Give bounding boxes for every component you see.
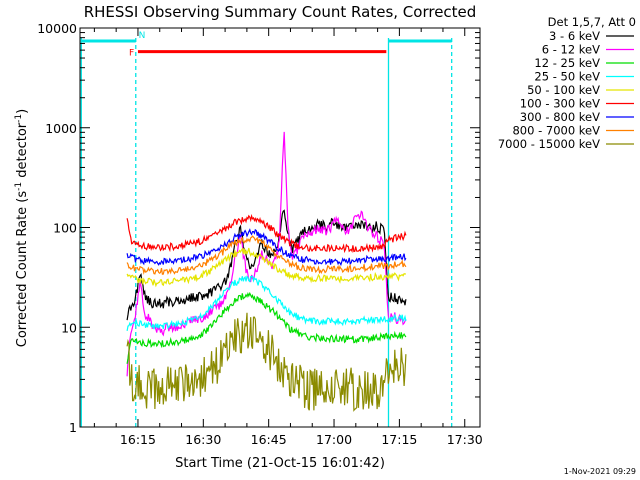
x-tick-label: 16:30 xyxy=(185,432,221,447)
series-line-4 xyxy=(126,275,407,332)
legend-title: Det 1,5,7, Att 0 xyxy=(548,15,636,29)
legend-label: 25 - 50 keV xyxy=(534,70,600,84)
legend-label: 100 - 300 keV xyxy=(520,97,600,111)
y-axis-label-main: Corrected Count Rate (s xyxy=(15,191,30,348)
legend-label: 300 - 800 keV xyxy=(520,110,600,124)
y-axis-label-mid: detector xyxy=(15,122,30,182)
x-tick-label: 17:15 xyxy=(381,432,417,447)
x-axis: 16:15 16:30 16:45 17:00 17:15 17:30 xyxy=(93,28,483,447)
flag-label-f: F xyxy=(129,49,134,59)
y-tick-label: 1 xyxy=(69,420,77,435)
legend-label: 7000 - 15000 keV xyxy=(498,137,600,151)
chart-title: RHESSI Observing Summary Count Rates, Co… xyxy=(84,3,477,21)
observing-flags: NF xyxy=(80,31,453,427)
series-line-2 xyxy=(126,131,407,377)
x-tick-label: 17:30 xyxy=(447,432,483,447)
legend-label: 800 - 7000 keV xyxy=(512,124,600,138)
x-tick-label: 16:45 xyxy=(251,432,287,447)
series-line-8 xyxy=(126,235,407,275)
legend-label: 50 - 100 keV xyxy=(527,83,600,97)
y-tick-label: 10000 xyxy=(37,21,77,36)
y-axis: 1 10 100 1000 10000 xyxy=(37,21,480,435)
y-axis-label-sup1: -1 xyxy=(14,182,24,191)
legend-label: 12 - 25 keV xyxy=(534,56,600,70)
y-tick-label: 1000 xyxy=(45,121,77,136)
y-axis-label: Corrected Count Rate (s-1 detector-1) xyxy=(14,109,30,347)
x-axis-label: Start Time (21-Oct-15 16:01:42) xyxy=(175,456,385,471)
series-line-7 xyxy=(126,228,407,267)
series-line-3 xyxy=(126,291,407,364)
y-tick-label: 100 xyxy=(53,221,77,236)
y-axis-label-sup2: -1 xyxy=(14,114,24,123)
series-line-5 xyxy=(126,247,406,288)
timestamp: 1-Nov-2021 09:29 xyxy=(564,467,636,476)
series-line-6 xyxy=(126,213,407,254)
series-group xyxy=(126,131,407,412)
x-tick-label: 16:15 xyxy=(120,432,156,447)
legend-label: 3 - 6 keV xyxy=(549,29,600,43)
y-axis-label-end: ) xyxy=(15,109,30,114)
series-line-9 xyxy=(126,312,407,412)
flag-label-n: N xyxy=(139,31,146,41)
x-tick-label: 17:00 xyxy=(316,432,352,447)
y-tick-label: 10 xyxy=(61,320,77,335)
legend-label: 6 - 12 keV xyxy=(542,43,600,57)
